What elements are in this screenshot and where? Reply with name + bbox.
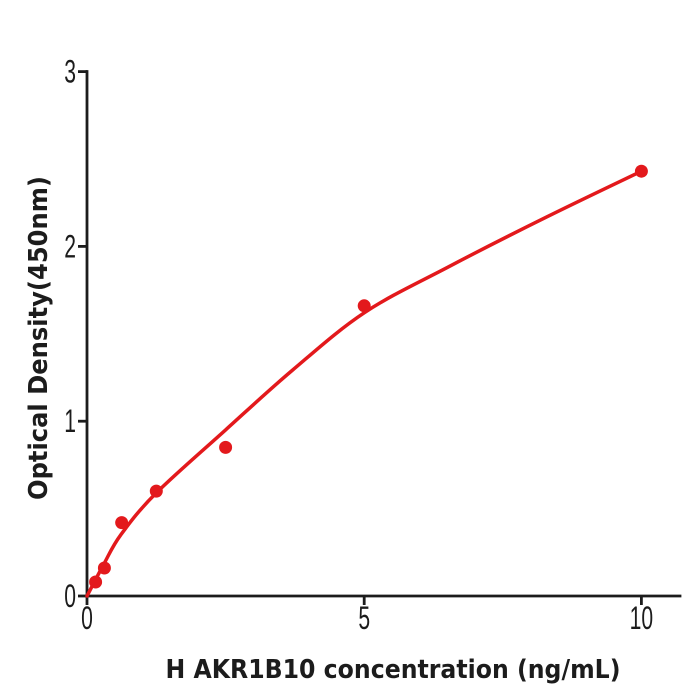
y-tick-label: 3 <box>64 53 76 90</box>
y-axis-title: Optical Density(450nm) <box>24 176 54 500</box>
x-axis-title: H AKR1B10 concentration (ng/mL) <box>166 655 621 685</box>
y-tick-label: 0 <box>64 577 76 614</box>
data-point <box>97 561 111 575</box>
data-point <box>219 440 233 454</box>
data-point <box>357 299 371 313</box>
data-point <box>89 575 103 589</box>
y-tick-label: 2 <box>64 228 76 265</box>
data-point <box>634 164 648 178</box>
x-tick-label: 10 <box>630 599 653 636</box>
x-tick-label: 0 <box>81 599 93 636</box>
data-point <box>149 484 163 498</box>
y-tick-label: 1 <box>64 403 76 440</box>
axis-spines <box>85 70 682 598</box>
fit-curve <box>85 169 644 598</box>
data-point <box>115 516 129 530</box>
x-tick-label: 5 <box>358 599 370 636</box>
